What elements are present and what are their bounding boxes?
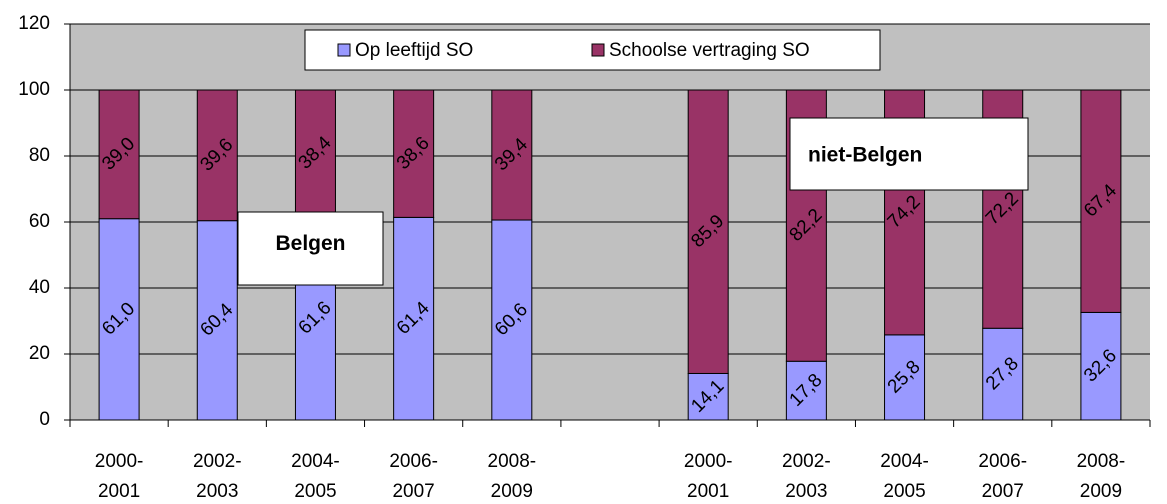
bar-segment — [491, 89, 533, 221]
bar-segment — [687, 372, 729, 421]
bar-segment — [294, 89, 336, 218]
x-tick-label-line: 2001 — [98, 481, 140, 502]
bar-segment — [687, 89, 729, 374]
legend-label: Op leeftijd SO — [355, 40, 473, 61]
bar-segment — [98, 218, 140, 421]
bar-segment — [982, 327, 1024, 421]
y-tick-label: 80 — [29, 145, 50, 166]
bar-segment — [98, 89, 140, 220]
annotation: Belgen — [275, 232, 345, 255]
x-tick-label-line: 2006- — [978, 451, 1027, 472]
x-tick-label: 2004- 2005 — [291, 451, 340, 502]
y-tick-label: 100 — [18, 79, 50, 100]
y-tick-label: 20 — [29, 343, 50, 364]
x-tick-label: 2006- 2007 — [978, 451, 1027, 502]
bar-segment — [196, 89, 238, 222]
x-tick-label-line: 2000- — [684, 451, 733, 472]
x-tick-label: 2002- 2003 — [193, 451, 242, 502]
y-tick-label: 0 — [39, 409, 50, 430]
annotation-box — [789, 117, 1029, 191]
y-tick-label: 60 — [29, 211, 50, 232]
legend-swatch — [591, 43, 605, 57]
bar-segment — [1080, 311, 1122, 421]
x-tick-label: 2000- 2001 — [95, 451, 144, 502]
legend-label: Schoolse vertraging SO — [609, 40, 810, 61]
x-tick-label-line: 2000- — [95, 451, 144, 472]
x-tick-label-line: 2004- — [291, 451, 340, 472]
x-tick-label-line: 2009 — [1080, 481, 1122, 502]
x-tick-label-line: 2008- — [488, 451, 537, 472]
x-tick-label-line: 2004- — [880, 451, 929, 472]
y-tick-label: 120 — [18, 13, 50, 34]
annotation-box — [237, 211, 384, 286]
x-tick-label: 2000- 2001 — [684, 451, 733, 502]
x-tick-label-line: 2005 — [883, 481, 925, 502]
x-tick-label-line: 2002- — [782, 451, 831, 472]
x-tick-label: 2008- 2009 — [488, 451, 537, 502]
x-tick-label: 2008- 2009 — [1077, 451, 1126, 502]
x-tick-label: 2006- 2007 — [389, 451, 438, 502]
bar-segment — [1080, 89, 1122, 313]
annotation: niet-Belgen — [808, 144, 922, 167]
x-tick-label: 2004- 2005 — [880, 451, 929, 502]
x-tick-label-line: 2003 — [196, 481, 238, 502]
x-tick-label-line: 2007 — [392, 481, 434, 502]
x-tick-label-line: 2001 — [687, 481, 729, 502]
x-tick-label-line: 2007 — [982, 481, 1024, 502]
y-tick-label: 40 — [29, 277, 50, 298]
x-tick-label-line: 2003 — [785, 481, 827, 502]
x-tick-label-line: 2002- — [193, 451, 242, 472]
bar-segment — [393, 216, 435, 421]
bar-segment — [393, 89, 435, 218]
bar-segment — [196, 220, 238, 421]
x-tick-label-line: 2009 — [491, 481, 533, 502]
x-tick-label: 2002- 2003 — [782, 451, 831, 502]
x-tick-label-line: 2008- — [1077, 451, 1126, 472]
x-tick-label-line: 2005 — [294, 481, 336, 502]
bar-segment — [884, 334, 926, 421]
legend-swatch — [337, 43, 351, 57]
x-tick-label-line: 2006- — [389, 451, 438, 472]
bar-segment — [785, 360, 827, 421]
